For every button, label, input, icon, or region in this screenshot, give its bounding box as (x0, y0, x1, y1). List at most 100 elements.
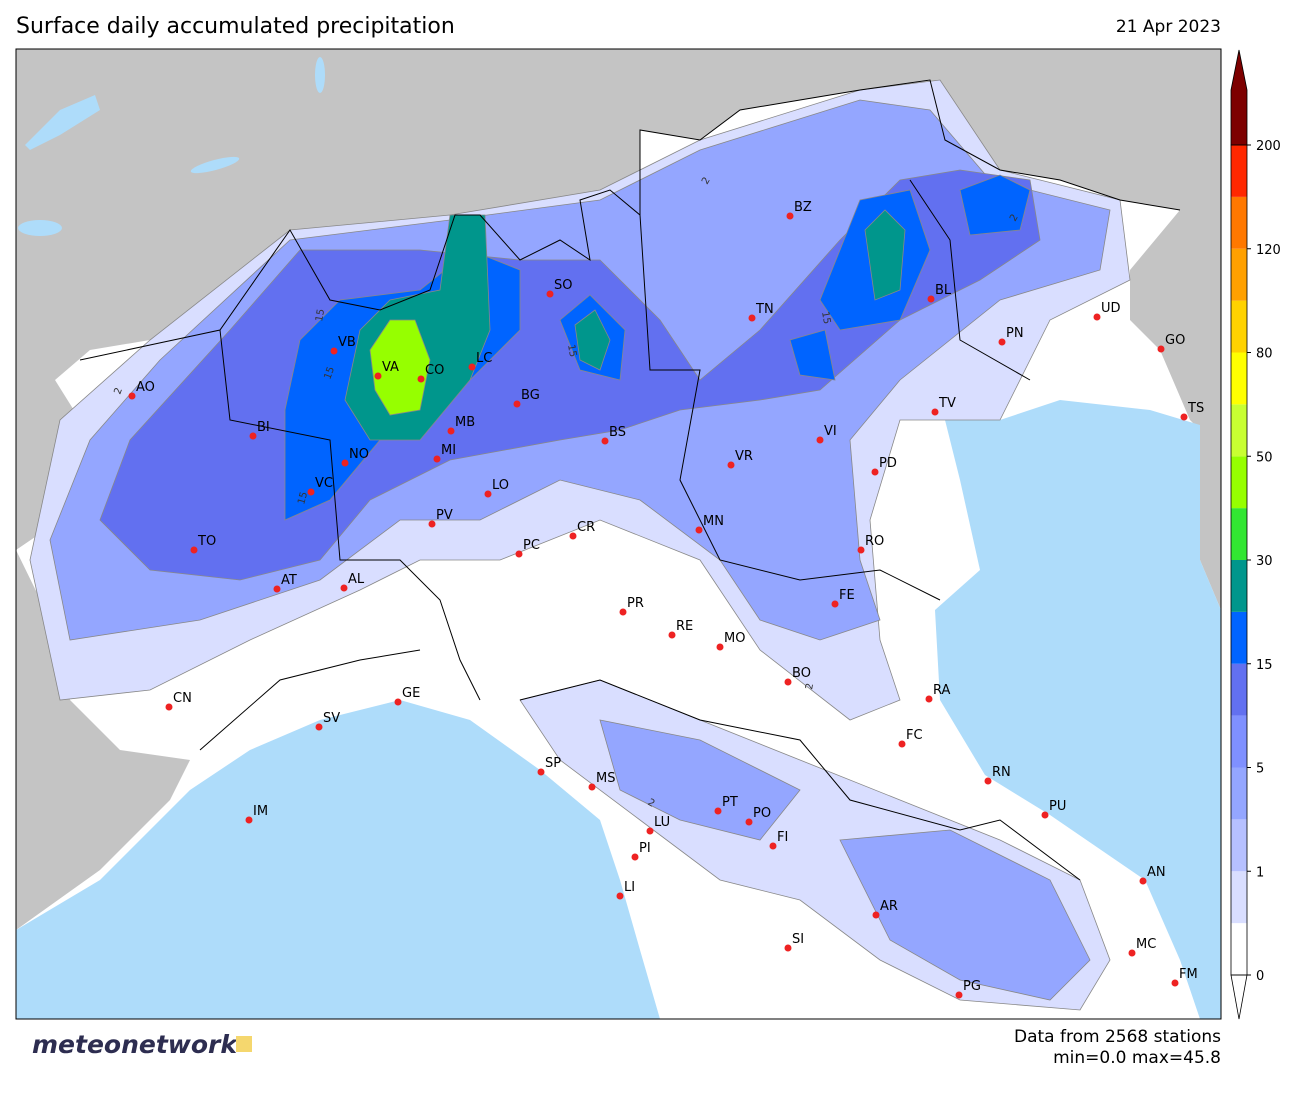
city-label: BL (935, 283, 952, 298)
city-marker (786, 212, 794, 220)
city-label: MC (1136, 937, 1156, 952)
city-marker (165, 703, 173, 711)
city-label: AR (880, 899, 898, 914)
contour-label: 15 (565, 344, 578, 358)
city-label: RN (992, 765, 1011, 780)
city-label: BZ (794, 200, 812, 215)
city-label: PR (627, 596, 644, 611)
city-label: FE (839, 588, 855, 603)
city-label: GE (402, 686, 420, 701)
city-marker (341, 459, 349, 467)
city-label: RE (676, 619, 693, 634)
city-label: SV (323, 711, 340, 726)
city-label: PG (963, 979, 981, 994)
colorbar-tick-label: 5 (1256, 762, 1264, 777)
city-marker (695, 526, 703, 534)
city-label: LC (476, 351, 492, 366)
city-marker (340, 584, 348, 592)
colorbar-segment (1231, 871, 1247, 924)
city-label: AO (136, 380, 155, 395)
colorbar-segment (1231, 819, 1247, 872)
city-label: PI (639, 841, 651, 856)
city-marker (668, 631, 676, 639)
colorbar-segment (1231, 196, 1247, 249)
city-marker (601, 437, 609, 445)
city-marker (546, 290, 554, 298)
contour-label: 15 (322, 365, 337, 381)
city-marker (631, 853, 639, 861)
city-marker (1157, 345, 1165, 353)
map-frame (15, 48, 1222, 1020)
city-marker (857, 546, 865, 554)
city-label: RO (865, 534, 884, 549)
city-marker (927, 295, 935, 303)
city-label: AN (1147, 865, 1166, 880)
city-marker (714, 807, 722, 815)
city-label: GO (1165, 333, 1185, 348)
colorbar-tick-label: 80 (1256, 347, 1273, 362)
colorbar-segment (1231, 611, 1247, 664)
city-marker (1180, 413, 1188, 421)
city-marker (931, 408, 939, 416)
city-marker (871, 468, 879, 476)
city-marker (769, 842, 777, 850)
city-marker (898, 740, 906, 748)
colorbar-segment (1231, 145, 1247, 197)
city-label: PT (722, 795, 738, 810)
city-marker (1128, 949, 1136, 957)
city-label: MN (703, 514, 724, 529)
city-marker (447, 427, 455, 435)
colorbar-tick-label: 120 (1256, 243, 1281, 258)
city-marker (249, 432, 257, 440)
city-label: MB (455, 415, 475, 430)
colorbar-under (1230, 974, 1248, 1020)
stations-note: Data from 2568 stations (1014, 1027, 1221, 1047)
city-label: LI (624, 880, 635, 895)
city-label: VR (735, 449, 753, 464)
city-marker (484, 490, 492, 498)
colorbar-segment (1231, 300, 1247, 353)
colorbar-tick-label: 50 (1256, 450, 1273, 465)
city-label: LO (492, 478, 509, 493)
city-label: CR (577, 520, 595, 535)
city-marker (315, 723, 323, 731)
city-label: TS (1187, 401, 1204, 416)
city-marker (128, 392, 136, 400)
city-marker (433, 455, 441, 463)
city-marker (745, 818, 753, 826)
city-marker (330, 347, 338, 355)
colorbar-segment (1231, 456, 1247, 509)
range-note: min=0.0 max=45.8 (1053, 1048, 1221, 1068)
city-marker (394, 698, 402, 706)
city-marker (245, 816, 253, 824)
city-label: PD (879, 456, 897, 471)
colorbar-tick-label: 200 (1256, 139, 1281, 154)
contour-label: 15 (296, 491, 310, 506)
contour-label: 2 (646, 797, 657, 810)
city-marker (955, 991, 963, 999)
city-label: LU (654, 815, 670, 830)
city-marker (374, 372, 382, 380)
city-marker (537, 768, 545, 776)
city-marker (428, 520, 436, 528)
city-label: PC (523, 538, 540, 553)
city-marker (1139, 877, 1147, 885)
map: AO VB BI NO VA CO LC SO MB MI BG BS VC TO AT AL PV LO CR PC… (16, 49, 1221, 1019)
colorbar-segment (1231, 560, 1247, 612)
colorbar-segment (1231, 767, 1247, 820)
city-label: RA (933, 683, 951, 698)
colorbar-tick-label: 1 (1256, 865, 1264, 880)
precipitation (29, 79, 1131, 1011)
contour-label: 2 (804, 682, 816, 690)
city-marker (748, 314, 756, 322)
city-marker (513, 400, 521, 408)
city-marker (646, 827, 654, 835)
city-label: BI (257, 420, 270, 435)
city-label: VB (338, 335, 356, 350)
colorbar-segment (1231, 404, 1247, 457)
city-label: VC (315, 476, 333, 491)
colorbar-segment (1231, 923, 1247, 975)
city-marker (984, 777, 992, 785)
